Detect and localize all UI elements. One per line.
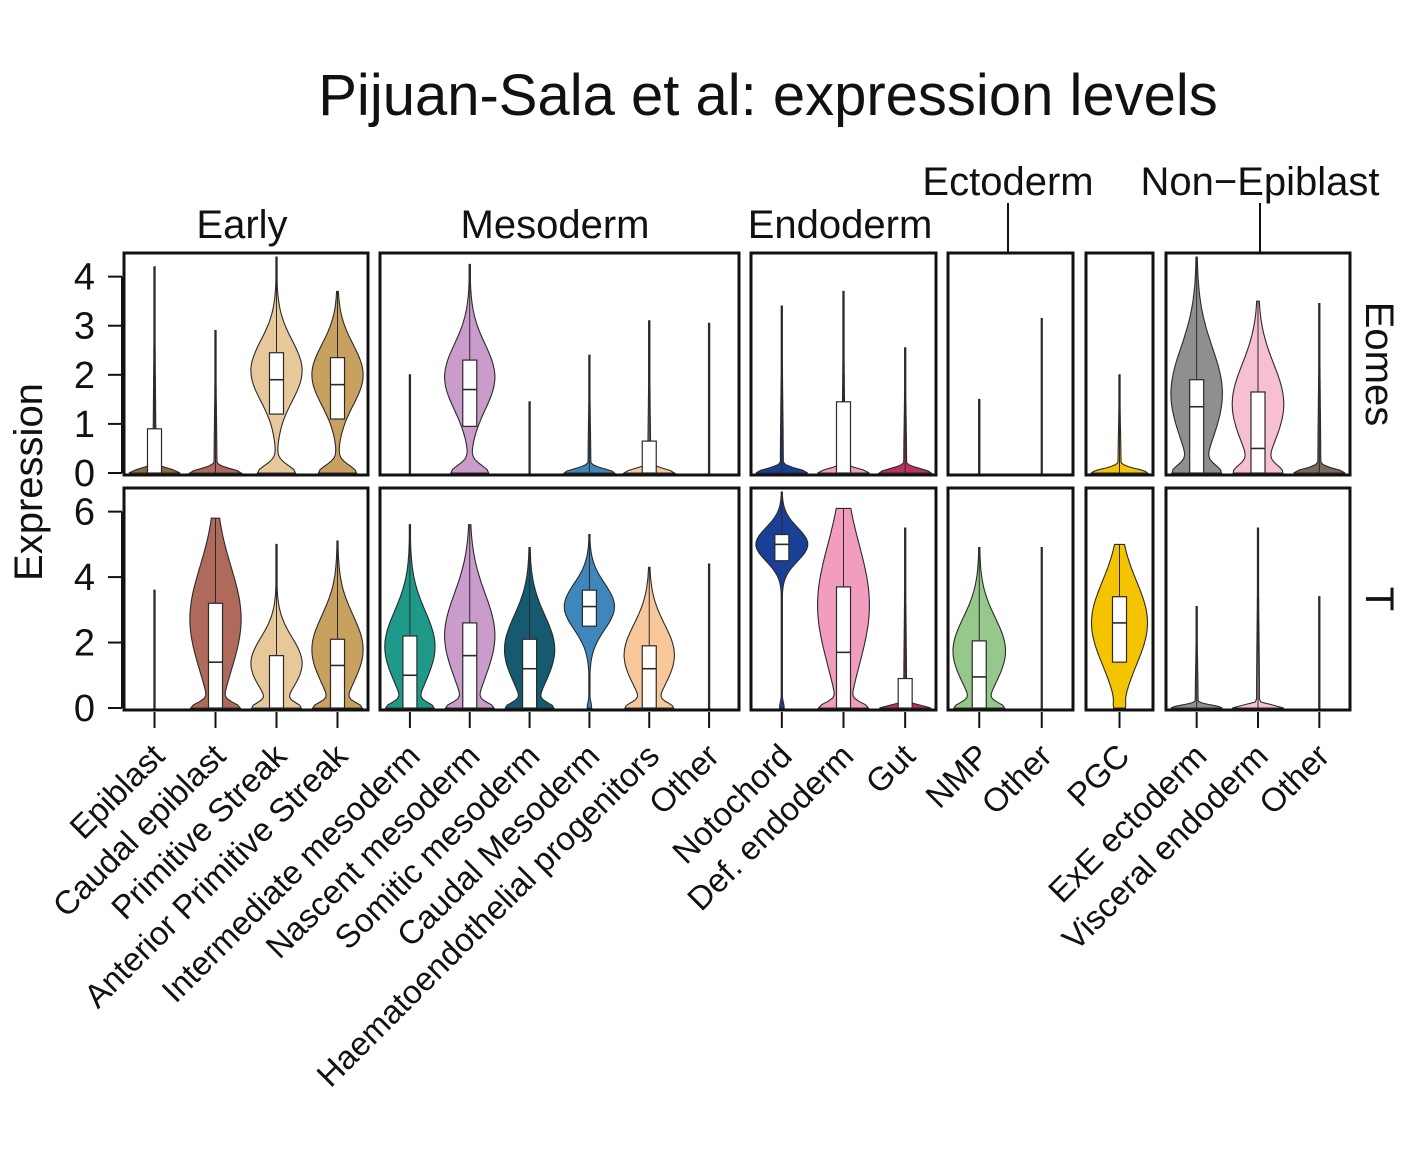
panel-frame bbox=[749, 486, 938, 712]
row-label-t: T bbox=[1357, 587, 1401, 611]
violin-nascent-mesoderm-t bbox=[444, 524, 496, 709]
panel-frame bbox=[122, 486, 370, 712]
group-label-ectoderm: Ectoderm bbox=[922, 160, 1093, 204]
box-iqr bbox=[835, 401, 852, 474]
box-iqr bbox=[1189, 379, 1205, 474]
box-iqr bbox=[1111, 596, 1128, 663]
box-iqr bbox=[462, 359, 478, 427]
violin-anterior-primitive-streak-t bbox=[311, 540, 364, 709]
violin-other-eomes bbox=[1293, 303, 1346, 474]
violin-haematoendothelial-progenitors-eomes bbox=[622, 320, 677, 474]
violin-epiblast-t bbox=[153, 589, 156, 709]
panel-frame bbox=[378, 251, 741, 477]
violin-other-t bbox=[707, 563, 711, 709]
y-tick-label: 4 bbox=[74, 557, 95, 599]
violin-def-endoderm-t bbox=[817, 507, 870, 709]
violin-nascent-mesoderm-eomes bbox=[444, 263, 496, 474]
violin-intermediate-mesoderm-eomes bbox=[408, 374, 412, 474]
y-tick-label: 0 bbox=[74, 453, 95, 495]
panels-layer bbox=[122, 251, 1352, 712]
violin-primitive-streak-t bbox=[250, 543, 303, 709]
violin-nmp-eomes bbox=[978, 398, 981, 474]
box-iqr bbox=[462, 622, 478, 709]
box-iqr bbox=[641, 645, 657, 709]
violin-nmp-t bbox=[952, 547, 1007, 709]
violin-somitic-mesoderm-t bbox=[503, 547, 556, 709]
violin-intermediate-mesoderm-t bbox=[384, 524, 436, 709]
panel-frame bbox=[1084, 486, 1155, 712]
chart-title: Pijuan-Sala et al: expression levels bbox=[318, 63, 1217, 128]
violin-caudal-epiblast-eomes bbox=[187, 330, 244, 474]
box-iqr bbox=[1250, 391, 1266, 474]
panel-frame bbox=[122, 251, 370, 477]
violin-epiblast-eomes bbox=[128, 266, 181, 474]
box-iqr bbox=[329, 638, 346, 709]
violin-pgc-t bbox=[1090, 543, 1149, 709]
violin-exe-ectoderm-t bbox=[1170, 605, 1223, 709]
box-iqr bbox=[146, 428, 163, 474]
violin-other-t bbox=[1318, 596, 1321, 709]
y-tick-label: 2 bbox=[74, 355, 95, 397]
violin-def-endoderm-eomes bbox=[817, 290, 870, 474]
x-tick-label-gut: Gut bbox=[858, 737, 922, 801]
violin-somitic-mesoderm-eomes bbox=[528, 401, 531, 474]
y-tick-label: 4 bbox=[74, 257, 95, 299]
box-iqr bbox=[897, 677, 913, 709]
group-label-non-epiblast: Non−Epiblast bbox=[1140, 160, 1379, 204]
box-iqr bbox=[402, 635, 418, 709]
box-iqr bbox=[641, 440, 657, 474]
y-tick-label: 1 bbox=[74, 404, 95, 446]
x-tick-label-other: Other bbox=[1252, 737, 1337, 822]
x-tick-label-other: Other bbox=[974, 737, 1059, 822]
y-tick-label: 3 bbox=[74, 306, 95, 348]
box-iqr bbox=[268, 352, 285, 415]
violin-caudal-mesoderm-eomes bbox=[562, 354, 617, 474]
panel-frame bbox=[1084, 251, 1155, 477]
violin-notochord-t bbox=[755, 491, 809, 709]
box-iqr bbox=[971, 640, 987, 709]
panel-frame bbox=[1164, 251, 1352, 477]
box-iqr bbox=[521, 638, 538, 709]
row-label-eomes: Eomes bbox=[1357, 302, 1401, 427]
violin-haematoendothelial-progenitors-t bbox=[623, 566, 675, 709]
panel-frame bbox=[1164, 486, 1352, 712]
violin-body bbox=[755, 491, 809, 709]
violin-caudal-mesoderm-t bbox=[563, 533, 616, 709]
violin-notochord-eomes bbox=[755, 305, 808, 474]
violin-other-eomes bbox=[1040, 317, 1043, 474]
box-iqr bbox=[207, 602, 224, 709]
violin-visceral-endoderm-eomes bbox=[1231, 300, 1285, 474]
violin-visceral-endoderm-t bbox=[1232, 527, 1284, 709]
y-tick-label: 6 bbox=[74, 492, 95, 534]
panel-frame bbox=[378, 486, 741, 712]
violin-gut-eomes bbox=[877, 347, 933, 474]
panel-frame bbox=[749, 251, 938, 477]
panel-frame bbox=[946, 251, 1075, 477]
violin-primitive-streak-eomes bbox=[250, 256, 303, 474]
y-tick-label: 2 bbox=[74, 623, 95, 665]
violin-other-t bbox=[1040, 547, 1043, 709]
box-iqr bbox=[329, 357, 346, 420]
panel-frame bbox=[946, 486, 1075, 712]
box-iqr bbox=[268, 655, 285, 709]
violins-layer bbox=[128, 256, 1346, 709]
box-iqr bbox=[774, 533, 790, 562]
box-iqr bbox=[581, 589, 598, 627]
y-axis-label: Expression bbox=[7, 383, 51, 581]
group-label-mesoderm: Mesoderm bbox=[461, 203, 650, 247]
violin-other-eomes bbox=[707, 322, 711, 474]
violin-gut-t bbox=[879, 527, 932, 709]
violin-caudal-epiblast-t bbox=[189, 517, 242, 709]
violin-exe-ectoderm-eomes bbox=[1170, 256, 1223, 474]
violin-anterior-primitive-streak-eomes bbox=[311, 290, 364, 474]
box-iqr bbox=[835, 586, 852, 709]
group-label-early: Early bbox=[196, 203, 287, 247]
y-tick-label: 0 bbox=[74, 688, 95, 730]
violin-pgc-eomes bbox=[1089, 374, 1150, 474]
group-label-endoderm: Endoderm bbox=[748, 203, 933, 247]
